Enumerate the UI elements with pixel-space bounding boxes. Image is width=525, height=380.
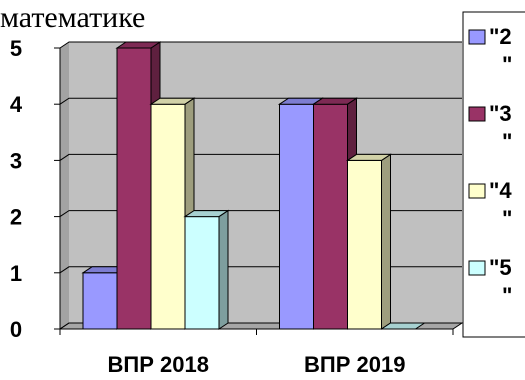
bar-2 — [82, 272, 118, 330]
legend-label: "3 — [489, 101, 512, 126]
category-label: ВПР 2019 — [304, 352, 405, 377]
side-wall — [60, 42, 69, 329]
legend-label-cont: " — [502, 283, 512, 308]
legend-swatch — [468, 29, 486, 45]
legend-swatch — [468, 260, 486, 276]
legend-box — [462, 11, 525, 338]
gridline — [59, 41, 462, 49]
bar-5 — [184, 216, 220, 330]
bar-4 — [347, 159, 382, 330]
y-tick-label: 2 — [10, 205, 22, 230]
legend-label: "4 — [489, 178, 512, 203]
bar-side-4 — [381, 153, 391, 330]
bar-top-4 — [345, 153, 393, 161]
bar-top-4 — [149, 97, 196, 105]
bar-top-3 — [115, 41, 162, 49]
bar-4 — [150, 103, 186, 330]
legend: "2 " "3 " "4 " "5 " — [462, 11, 525, 338]
y-tick-label: 3 — [10, 148, 22, 173]
legend-label-cont: " — [502, 206, 512, 231]
bar-3 — [313, 103, 348, 330]
bar-3 — [116, 47, 152, 330]
y-tick-label: 1 — [10, 261, 22, 286]
y-tick-label: 4 — [10, 92, 23, 117]
bar-top-5 — [379, 322, 427, 330]
bar-side-5 — [218, 209, 229, 330]
legend-label: "5 — [489, 255, 512, 280]
y-tick-label: 0 — [10, 317, 22, 342]
y-tick-label: 5 — [10, 36, 22, 61]
chart-title-fragment: математике — [0, 1, 145, 34]
bar-2 — [279, 103, 314, 330]
legend-label: "2 — [489, 24, 512, 49]
plot-area: 0 1 2 3 4 5 ВПР 2018 ВПР 2019 — [10, 36, 464, 377]
legend-swatch — [468, 106, 486, 122]
legend-swatch — [468, 183, 486, 199]
legend-label-cont: " — [502, 129, 512, 154]
category-label: ВПР 2018 — [108, 352, 209, 377]
legend-label-cont: " — [502, 52, 512, 77]
bar-top-3 — [311, 97, 359, 105]
bar-top-5 — [183, 210, 230, 218]
